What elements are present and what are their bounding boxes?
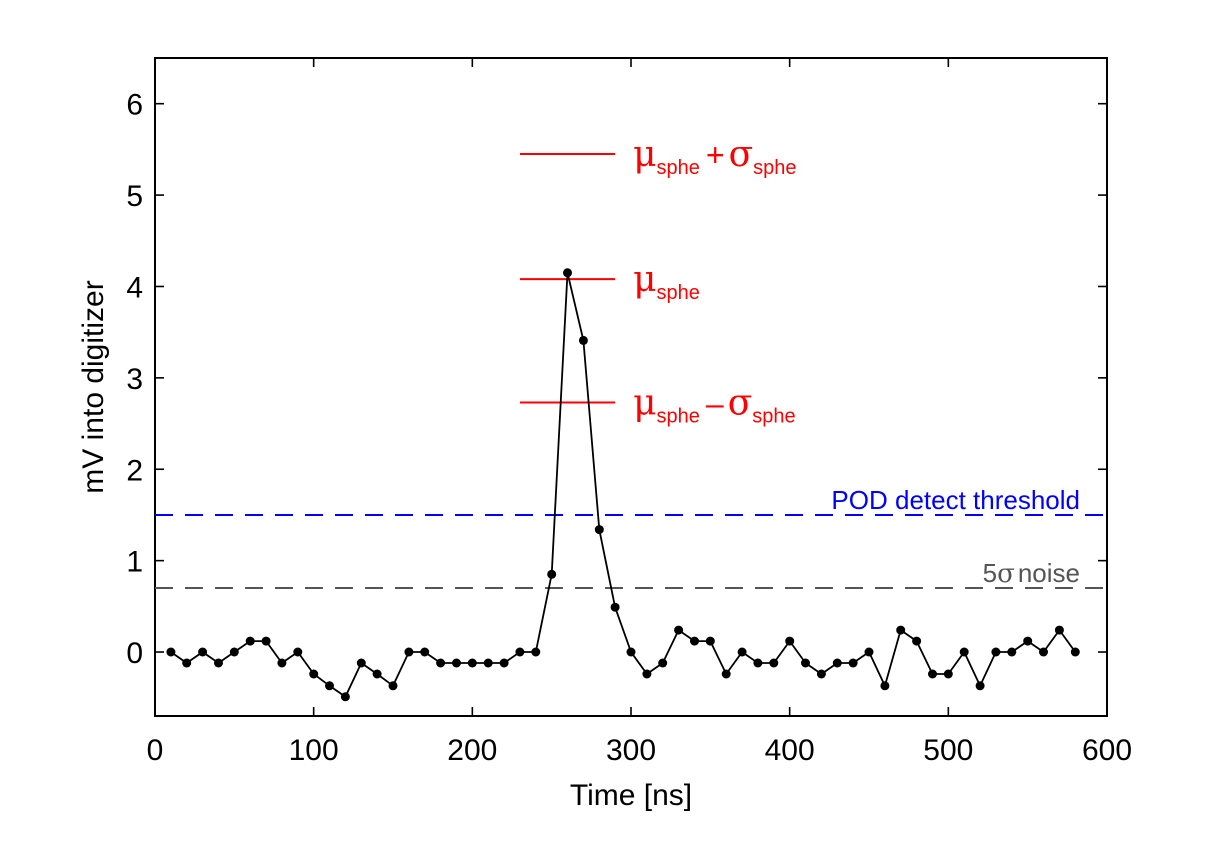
x-tick-label: 400 — [765, 734, 815, 767]
data-point — [753, 658, 763, 668]
reference-lines: POD detect threshold 5σ noise — [155, 485, 1107, 590]
data-point — [452, 658, 461, 668]
data-point — [642, 669, 652, 679]
data-point — [293, 647, 303, 657]
data-point — [483, 658, 493, 668]
data-point — [991, 647, 1001, 657]
data-point — [578, 335, 588, 345]
data-point — [372, 669, 382, 679]
y-tick-label: 4 — [126, 271, 143, 304]
data-point — [959, 647, 969, 657]
data-series — [166, 268, 1080, 702]
data-point — [690, 636, 699, 646]
data-point — [816, 669, 826, 679]
data-point — [420, 647, 430, 657]
data-point — [356, 658, 366, 668]
data-point — [325, 681, 334, 691]
y-tick-label: 3 — [126, 363, 143, 396]
data-point — [563, 268, 572, 278]
sphe-marker-label: μsphe + σsphe — [633, 134, 796, 179]
data-point — [1054, 625, 1064, 635]
data-point — [832, 658, 842, 668]
sphe-markers: μsphe + σsphe μsphe μsphe – σsphe — [519, 134, 797, 428]
data-point — [245, 636, 255, 646]
data-point — [674, 625, 684, 635]
data-point — [404, 647, 414, 657]
ticks — [154, 58, 1108, 716]
x-tick-label: 600 — [1082, 734, 1132, 767]
data-point — [928, 669, 937, 679]
x-tick-label: 200 — [447, 734, 497, 767]
data-point — [626, 647, 636, 657]
data-point — [705, 636, 715, 646]
data-point — [912, 636, 922, 646]
reference-line-label: 5σ noise — [983, 558, 1080, 589]
data-point — [547, 569, 557, 579]
data-point — [864, 647, 874, 657]
data-point — [1007, 647, 1017, 657]
data-point — [436, 658, 446, 668]
x-tick-label: 100 — [289, 734, 339, 767]
data-point — [198, 647, 208, 657]
data-point — [975, 681, 985, 691]
data-point — [166, 647, 176, 657]
data-point — [1023, 636, 1033, 646]
series-line — [170, 272, 1077, 699]
data-point — [214, 658, 223, 668]
plot-frame — [154, 57, 1108, 717]
y-tick-label: 6 — [126, 89, 143, 122]
data-point — [499, 658, 509, 668]
data-point — [594, 525, 604, 535]
y-axis-label: mV into digitizer — [77, 280, 110, 493]
data-point — [848, 658, 858, 668]
x-tick-label: 500 — [923, 734, 973, 767]
data-point — [277, 658, 287, 668]
data-point — [531, 647, 541, 657]
x-axis-label: Time [ns] — [570, 779, 692, 812]
data-point — [1039, 647, 1048, 657]
data-point — [515, 647, 525, 657]
data-point — [896, 625, 906, 635]
x-tick-label: 0 — [147, 734, 164, 767]
data-point — [785, 636, 795, 646]
data-point — [801, 658, 810, 668]
data-point — [943, 669, 953, 679]
data-point — [309, 669, 319, 679]
y-tick-label: 2 — [126, 454, 143, 487]
tick-labels: 0 100 200 300 400 500 600 0 1 2 3 4 5 6 — [126, 89, 1132, 767]
data-point — [182, 658, 192, 668]
sphe-marker-label: μsphe – σsphe — [633, 383, 796, 428]
data-point — [880, 681, 890, 691]
data-point — [737, 647, 747, 657]
data-point — [1070, 647, 1080, 657]
data-point — [721, 669, 731, 679]
data-point — [229, 647, 239, 657]
data-point — [340, 692, 350, 702]
reference-line-label: POD detect threshold — [831, 485, 1080, 515]
x-tick-label: 300 — [606, 734, 656, 767]
y-tick-label: 0 — [126, 637, 143, 670]
data-point — [261, 636, 271, 646]
data-point — [658, 658, 668, 668]
y-tick-label: 5 — [126, 180, 143, 213]
y-tick-label: 1 — [126, 546, 143, 579]
data-point — [769, 658, 779, 668]
data-point — [610, 602, 620, 612]
data-point — [467, 658, 477, 668]
data-point — [388, 681, 398, 691]
sphe-marker-label: μsphe — [633, 259, 700, 304]
